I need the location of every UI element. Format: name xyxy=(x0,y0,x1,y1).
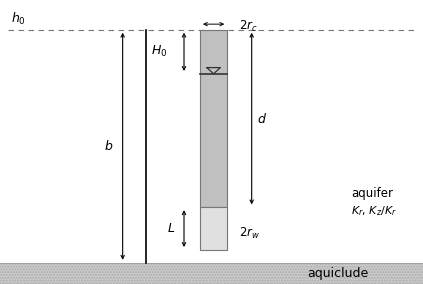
Bar xyxy=(200,207,227,250)
Text: $d$: $d$ xyxy=(257,112,267,126)
Text: $H_0$: $H_0$ xyxy=(151,44,167,59)
Text: aquiclude: aquiclude xyxy=(307,267,368,280)
Text: $h_0$: $h_0$ xyxy=(11,11,25,26)
Text: aquifer: aquifer xyxy=(351,187,393,200)
Text: $2r_c$: $2r_c$ xyxy=(239,18,258,34)
Text: $K_r$, $K_z$/$K_r$: $K_r$, $K_z$/$K_r$ xyxy=(351,205,397,218)
Text: $L$: $L$ xyxy=(168,222,176,235)
Text: $b$: $b$ xyxy=(104,139,113,153)
Bar xyxy=(200,30,227,207)
Text: $2r_w$: $2r_w$ xyxy=(239,226,260,241)
Bar xyxy=(0,263,423,284)
Bar xyxy=(0,263,423,284)
